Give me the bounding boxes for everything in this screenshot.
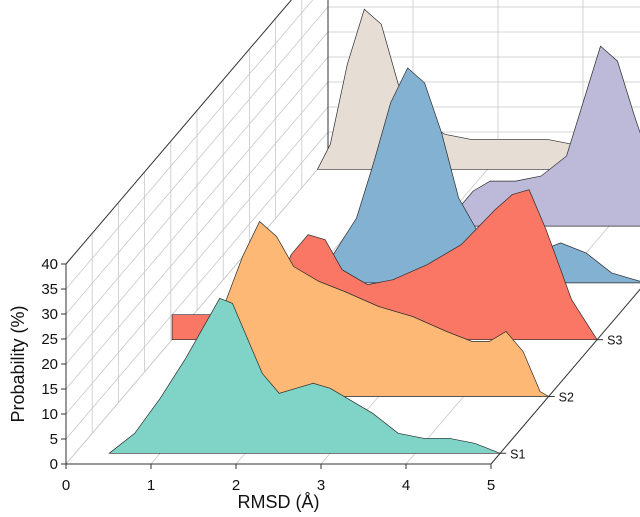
x-tick-label: 4 [402,477,410,494]
y-tick-label: 5 [50,431,58,448]
ridge-s2 [165,220,550,397]
y-tick-label: 25 [41,331,58,348]
y-tick-label: 0 [50,456,58,473]
series-label-s2: S2 [559,390,574,404]
x-axis-title: RMSD (Å) [238,492,320,512]
x-tick-label: 5 [487,477,495,494]
x-tick-label: 3 [317,477,325,494]
ridge-s5 [438,45,640,227]
y-tick-label: 15 [41,381,58,398]
series-label-s3: S3 [607,334,622,348]
chart-labels: 0510152025303540012345S6S5S4S3S2S1 [41,256,622,494]
y-tick-label: 40 [41,256,58,273]
x-tick-label: 1 [147,477,155,494]
depth-axis-line [490,288,640,465]
y-tick-label: 10 [41,406,58,423]
x-tick-label: 0 [62,477,70,494]
y-tick-label: 20 [41,356,58,373]
y-axis-title: Probability (%) [8,305,28,422]
ridge-s1 [108,297,501,454]
floor-gridline [65,156,329,465]
left-wall-top-edge [65,0,292,265]
chart-ridges [108,8,640,454]
x-tick-label: 2 [232,477,240,494]
y-tick-label: 30 [41,306,58,323]
series-label-s1: S1 [510,447,525,461]
y-tick-label: 35 [41,281,58,298]
